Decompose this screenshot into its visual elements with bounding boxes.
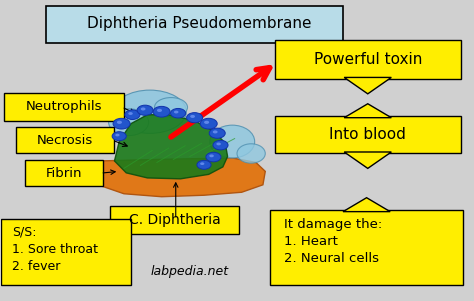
Circle shape — [187, 113, 202, 123]
FancyBboxPatch shape — [110, 206, 239, 234]
Text: S/S:
1. Sore throat
2. fever: S/S: 1. Sore throat 2. fever — [12, 226, 98, 273]
Text: Fibrin: Fibrin — [46, 167, 82, 180]
Circle shape — [128, 112, 133, 115]
FancyBboxPatch shape — [25, 160, 103, 186]
FancyBboxPatch shape — [270, 210, 463, 285]
Circle shape — [213, 140, 228, 150]
Circle shape — [190, 115, 195, 118]
Circle shape — [117, 121, 122, 124]
Polygon shape — [344, 77, 392, 94]
Text: Necrosis: Necrosis — [37, 134, 93, 147]
Circle shape — [206, 152, 221, 162]
FancyBboxPatch shape — [275, 116, 461, 154]
FancyBboxPatch shape — [4, 93, 124, 121]
Circle shape — [213, 130, 218, 133]
FancyBboxPatch shape — [16, 127, 115, 154]
Ellipse shape — [155, 98, 188, 117]
Polygon shape — [344, 152, 392, 168]
Circle shape — [209, 128, 225, 138]
Circle shape — [137, 105, 153, 115]
Circle shape — [204, 121, 209, 124]
FancyBboxPatch shape — [46, 6, 343, 43]
Circle shape — [174, 110, 179, 113]
Ellipse shape — [237, 144, 265, 163]
Polygon shape — [344, 104, 392, 118]
Text: Powerful toxin: Powerful toxin — [314, 52, 422, 67]
Text: Diphtheria Pseudomembrane: Diphtheria Pseudomembrane — [87, 16, 311, 31]
Circle shape — [113, 118, 130, 129]
Circle shape — [200, 118, 217, 129]
FancyBboxPatch shape — [1, 219, 131, 285]
Text: Neutrophils: Neutrophils — [26, 101, 102, 113]
Polygon shape — [89, 158, 265, 197]
Text: labpedia.net: labpedia.net — [151, 265, 229, 278]
Circle shape — [197, 160, 211, 169]
Circle shape — [153, 106, 170, 117]
Text: C. Diphtheria: C. Diphtheria — [128, 213, 220, 227]
Circle shape — [115, 134, 119, 136]
Circle shape — [216, 142, 221, 145]
Circle shape — [171, 108, 186, 118]
Ellipse shape — [210, 125, 255, 158]
Circle shape — [112, 132, 126, 141]
Polygon shape — [115, 115, 228, 179]
Circle shape — [157, 109, 162, 112]
Ellipse shape — [113, 90, 186, 133]
Circle shape — [200, 162, 204, 165]
Text: Into blood: Into blood — [329, 127, 406, 142]
Ellipse shape — [109, 109, 149, 135]
Text: It damage the:
1. Heart
2. Neural cells: It damage the: 1. Heart 2. Neural cells — [284, 218, 383, 265]
Circle shape — [125, 110, 140, 119]
Circle shape — [141, 107, 146, 110]
Polygon shape — [343, 198, 390, 212]
Circle shape — [210, 154, 214, 157]
FancyBboxPatch shape — [275, 40, 461, 79]
